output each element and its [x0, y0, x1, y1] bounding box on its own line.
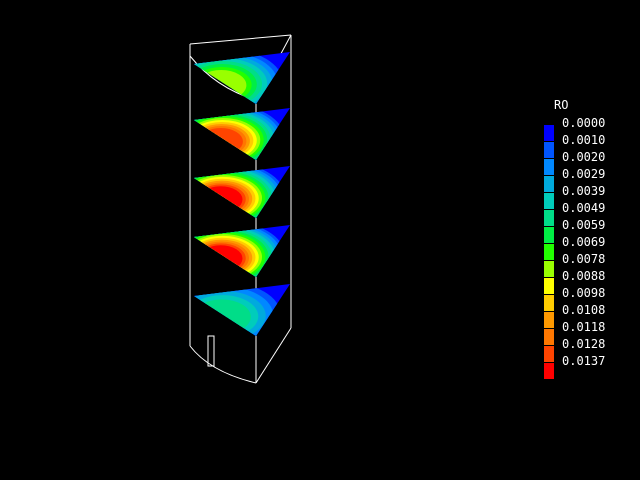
legend-entry: 0.0118 [544, 320, 640, 345]
legend-swatch [544, 125, 554, 141]
legend-label: 0.0069 [562, 235, 606, 249]
legend-label: 0.0118 [562, 320, 606, 334]
legend-entry: 0.0020 [544, 150, 640, 175]
contour-band [198, 127, 243, 155]
legend-entry: 0.0088 [544, 269, 640, 294]
legend-label: 0.0108 [562, 303, 606, 317]
legend-label: 0.0049 [562, 201, 606, 215]
legend-label: 0.0020 [562, 150, 606, 164]
legend-label: 0.0128 [562, 337, 606, 351]
legend-swatch [544, 329, 554, 345]
legend-swatch [544, 363, 554, 379]
slice-5 [194, 284, 290, 336]
legend-swatch [544, 142, 554, 158]
slice-4 [194, 225, 290, 277]
color-legend: 0.0000 0.0010 0.0020 0.0029 0.0039 0.0049 0.00… [544, 116, 640, 379]
legend-entry: 0.0039 [544, 184, 640, 209]
legend-label: 0.0137 [562, 354, 606, 368]
legend-entry: 0.0049 [544, 201, 640, 226]
legend-entry: 0.0078 [544, 252, 640, 277]
legend-entry: 0.0137 [544, 354, 640, 379]
legend-swatch [544, 210, 554, 226]
legend-label: 0.0059 [562, 218, 606, 232]
legend-entry: 0.0029 [544, 167, 640, 192]
legend-swatch [544, 295, 554, 311]
contour-band [194, 299, 251, 335]
legend-entry: 0.0059 [544, 218, 640, 243]
legend-label: 0.0029 [562, 167, 606, 181]
legend-label: 0.0039 [562, 184, 606, 198]
legend-entry: 0.0010 [544, 133, 640, 158]
contour-band [199, 245, 243, 272]
legend-label: 0.0010 [562, 133, 606, 147]
legend-swatch [544, 193, 554, 209]
slice-2 [194, 108, 290, 160]
legend-swatch [544, 176, 554, 192]
legend-entry: 0.0108 [544, 303, 640, 328]
contour-slices [194, 52, 290, 336]
slice-3 [194, 166, 290, 218]
legend-label: 0.0088 [562, 269, 606, 283]
legend-swatch [544, 159, 554, 175]
legend-entry: 0.0128 [544, 337, 640, 362]
legend-swatch [544, 244, 554, 260]
contour-band [199, 186, 243, 213]
legend-swatch [544, 346, 554, 362]
legend-swatch [544, 227, 554, 243]
legend-label: 0.0078 [562, 252, 606, 266]
legend-label: 0.0000 [562, 116, 606, 130]
legend-title: RO [554, 98, 569, 112]
contour-band [196, 70, 247, 101]
legend-label: 0.0098 [562, 286, 606, 300]
legend-swatch [544, 278, 554, 294]
legend-swatch [544, 261, 554, 277]
legend-entry: 0.0069 [544, 235, 640, 260]
legend-entry: 0.0098 [544, 286, 640, 311]
legend-entry: 0.0000 [544, 116, 640, 141]
legend-swatch [544, 312, 554, 328]
slice-1 [194, 52, 290, 104]
